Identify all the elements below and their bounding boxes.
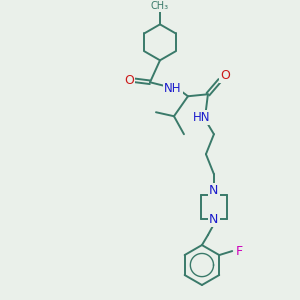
- Text: CH₃: CH₃: [151, 2, 169, 11]
- Text: O: O: [124, 74, 134, 87]
- Text: NH: NH: [164, 82, 182, 95]
- Text: F: F: [236, 244, 243, 258]
- Text: HN: HN: [193, 111, 211, 124]
- Text: N: N: [209, 184, 219, 196]
- Text: N: N: [209, 213, 219, 226]
- Text: O: O: [220, 69, 230, 82]
